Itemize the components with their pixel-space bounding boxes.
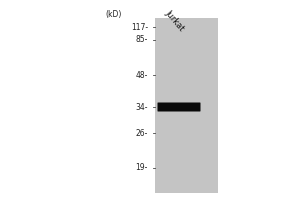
Text: 117-: 117- (131, 22, 148, 31)
Text: 34-: 34- (136, 102, 148, 112)
FancyBboxPatch shape (158, 102, 200, 112)
Bar (155, 18, 218, 193)
Text: 48-: 48- (136, 71, 148, 79)
Text: Jurkat: Jurkat (163, 8, 186, 33)
Text: 26-: 26- (136, 129, 148, 138)
Text: 19-: 19- (136, 164, 148, 172)
Text: 85-: 85- (136, 36, 148, 45)
Text: (kD): (kD) (106, 10, 122, 19)
